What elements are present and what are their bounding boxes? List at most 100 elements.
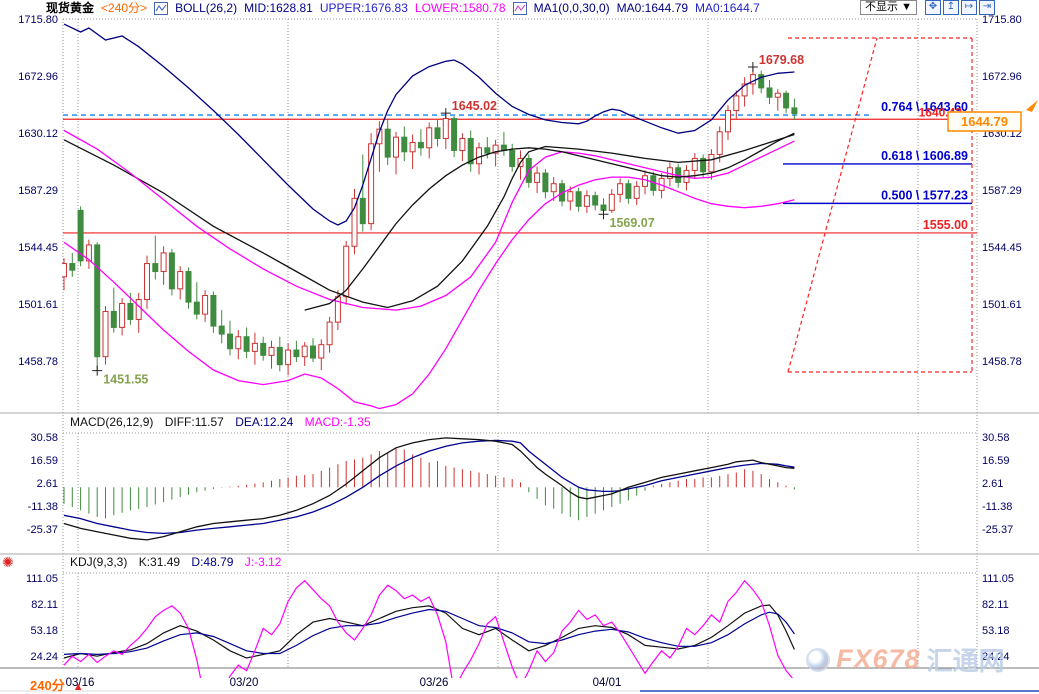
svg-text:1672.96: 1672.96 [982,71,1022,83]
svg-text:04/01: 04/01 [593,677,622,689]
svg-text:53.18: 53.18 [982,625,1010,637]
panel-separators [0,412,1039,669]
extreme-cross-marker [440,108,451,119]
candle-body [276,346,283,366]
candle-body [351,197,358,247]
extreme-cross-marker [598,209,609,220]
k-line [63,604,795,659]
candles [62,67,798,376]
extreme-cross-marker [92,365,103,376]
candle-body [749,74,756,85]
candle-body [741,83,748,97]
gridlines [62,18,978,668]
axis-zoom-horizontal-icon[interactable]: ↦ [961,0,977,15]
candle-body [708,153,715,173]
svg-text:-11.38: -11.38 [28,501,58,513]
candle-body [218,325,225,335]
svg-text:1715.80: 1715.80 [18,14,58,26]
candle-body [509,149,516,167]
candle-body [210,294,217,327]
candle-body [716,131,723,155]
svg-text:1672.96: 1672.96 [18,71,58,83]
period-selector[interactable]: 240分 ▲ [30,678,84,693]
candle-body [368,143,375,225]
svg-text:1501.61: 1501.61 [18,299,58,311]
candle-body [550,183,557,193]
candle-body [251,342,258,352]
candle-body [285,349,292,366]
candle-body [202,294,209,315]
axis-zoom-vertical-icon[interactable]: ↥ [943,0,959,15]
current-price-marker: 1644.79 [947,100,1038,132]
exit-pan-right-icon[interactable]: ⇥ [979,0,995,15]
svg-text:82.11: 82.11 [31,599,58,611]
candle-body [268,346,275,356]
svg-text:1630.12: 1630.12 [18,128,58,140]
svg-text:03/16: 03/16 [66,677,95,689]
boll-indicator-icon [154,2,169,15]
overlay-BOLL-LOWER [63,176,795,410]
svg-text:1501.61: 1501.61 [982,299,1022,311]
candle-body [326,321,333,346]
candle-body [426,127,433,149]
candle-body [110,310,117,328]
candle-body [467,137,474,165]
candle-body [733,95,740,112]
candle-body [434,127,441,139]
candle-body [542,172,549,193]
candle-body [177,271,184,290]
candle-body [193,301,200,315]
candle-body [127,302,134,320]
svg-text:30.58: 30.58 [30,432,58,444]
symbol-name: 现货黄金 [46,1,95,15]
candle-body [243,336,250,352]
svg-text:16.59: 16.59 [30,455,58,467]
boll-lower-value: LOWER:1580.78 [414,0,506,15]
ma-indicator-icon [512,2,527,15]
overlay-MA-black [304,132,795,311]
candle-body [633,185,640,199]
overlay-BOLL-MID [63,133,795,309]
kdj-j-value: J:-3.12 [244,555,282,569]
boll-upper-value: UPPER:1676.83 [319,0,408,15]
price-annotations: 1679.68 1645.02 1569.07 1451.55 0.764 \ 1643… [92,53,968,387]
candle-body [608,193,615,211]
candle-body [94,244,101,358]
candle-body [144,263,150,300]
candle-body [642,175,648,187]
chart-toolbar: 不显示 ▼ ✥ ↥ ↦ ⇥ [860,0,995,15]
candle-body [401,136,408,153]
candle-body [102,310,109,358]
svg-text:16.59: 16.59 [982,455,1010,467]
main-price-panel [62,23,977,410]
candle-body [484,147,491,154]
diff-line [63,437,795,541]
candle-body [393,136,399,158]
candle-body [451,118,458,151]
candle-body [575,191,582,207]
ma0-value-b: MA0:1644.7 [695,0,760,15]
candle-body [260,342,267,356]
svg-text:24.24: 24.24 [30,651,58,663]
candle-body [376,128,383,145]
candle-body [625,183,632,199]
move-crosshair-icon[interactable]: ✥ [925,0,941,15]
candle-body [766,87,773,98]
display-toggle-dropdown[interactable]: 不显示 ▼ [860,0,917,15]
svg-text:1458.78: 1458.78 [982,356,1022,368]
svg-text:0.764 \ 1643.60: 0.764 \ 1643.60 [881,100,968,114]
candle-body [168,252,175,290]
indicator-settings-icon[interactable]: ✺ [2,554,14,570]
macd-name: MACD(26,12,9) [70,415,154,429]
svg-text:2.61: 2.61 [982,478,1003,490]
macd-hist-value: MACD:-1.35 [304,415,371,429]
svg-text:1644.79: 1644.79 [961,114,1008,129]
candle-body [567,191,574,202]
svg-text:1569.07: 1569.07 [610,216,655,230]
macd-diff-value: DIFF:11.57 [164,415,224,429]
svg-text:1544.45: 1544.45 [982,242,1022,254]
trend-channel [787,37,973,373]
svg-text:1451.55: 1451.55 [103,373,148,387]
